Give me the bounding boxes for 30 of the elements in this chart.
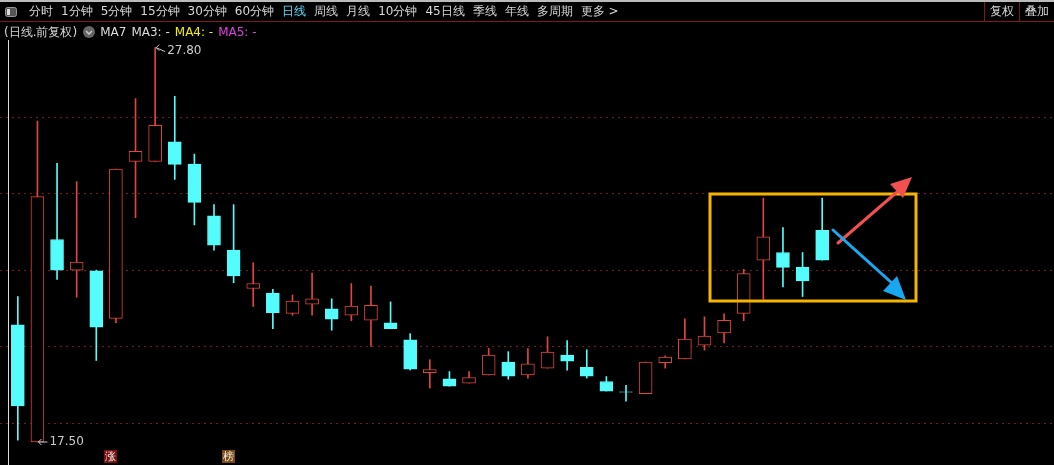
text: 10分钟: [378, 3, 418, 20]
text: 年线: [504, 3, 529, 20]
text: 季线: [472, 3, 497, 20]
text: 多周期: [536, 3, 573, 20]
candlestick: [246, 262, 261, 307]
text: 月线: [346, 3, 371, 20]
candlestick: [422, 359, 437, 389]
candlestick: [305, 272, 319, 316]
text: 周线: [314, 3, 339, 20]
text: 更多 >: [580, 3, 619, 20]
text: 复权: [984, 2, 1019, 21]
candlestick: [560, 340, 574, 371]
text: 叠加: [1019, 2, 1054, 21]
text: 1分钟: [61, 3, 93, 20]
text: 15分钟: [140, 3, 180, 20]
annotation: 17.50: [49, 434, 84, 449]
annotation: 27.80: [167, 42, 202, 57]
annotation: 涨: [104, 450, 117, 463]
text: 日线: [282, 3, 307, 20]
text: 5分钟: [100, 3, 133, 20]
text: MA5: -: [218, 25, 257, 39]
chart-title: (日线.前复权): [4, 23, 78, 41]
text: MA4: -: [174, 25, 214, 39]
text: MA3: -: [131, 25, 170, 39]
text: 60分钟: [234, 3, 275, 20]
text: MA7: [100, 25, 127, 39]
text: 45日线: [425, 3, 465, 20]
text: 30分钟: [187, 3, 227, 20]
annotation: 榜: [222, 450, 235, 463]
text: 分时: [29, 3, 53, 20]
